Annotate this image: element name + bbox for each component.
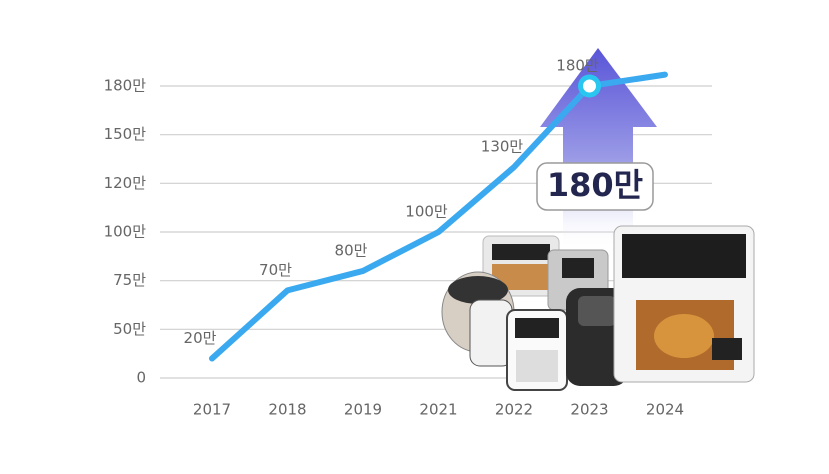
y-tick-label: 120만: [104, 174, 147, 192]
value-label: 80만: [335, 241, 368, 259]
badge: 180만: [536, 162, 654, 211]
y-tick-label: 150만: [104, 125, 147, 143]
y-tick-label: 50만: [113, 320, 146, 338]
y-tick-label: 0: [136, 369, 146, 387]
value-label: 100만: [405, 203, 448, 221]
x-tick-label: 2017: [193, 401, 231, 419]
annotation: 180만: [547, 166, 643, 204]
highlight-point: [578, 74, 601, 98]
y-tick-label: 75만: [113, 271, 146, 289]
y-tick-label: 100만: [104, 223, 147, 241]
grid: [160, 85, 712, 379]
x-tick-label: 2021: [419, 401, 457, 419]
value-label: 70만: [259, 261, 292, 279]
x-tick-label: 2019: [344, 401, 382, 419]
x-tick-label: 2024: [646, 401, 684, 419]
plot: 20만 70만 80만 100만 130만 180만: [184, 57, 668, 362]
value-label: 130만: [481, 138, 524, 156]
y-tick-label: 180만: [104, 77, 147, 95]
x-tick-label: 2018: [268, 401, 306, 419]
value-label: 20만: [184, 329, 217, 347]
x-tick-label: 2022: [495, 401, 533, 419]
x-tick-label: 2023: [570, 401, 608, 419]
value-label: 180만: [556, 57, 599, 75]
appliances: [441, 225, 755, 391]
